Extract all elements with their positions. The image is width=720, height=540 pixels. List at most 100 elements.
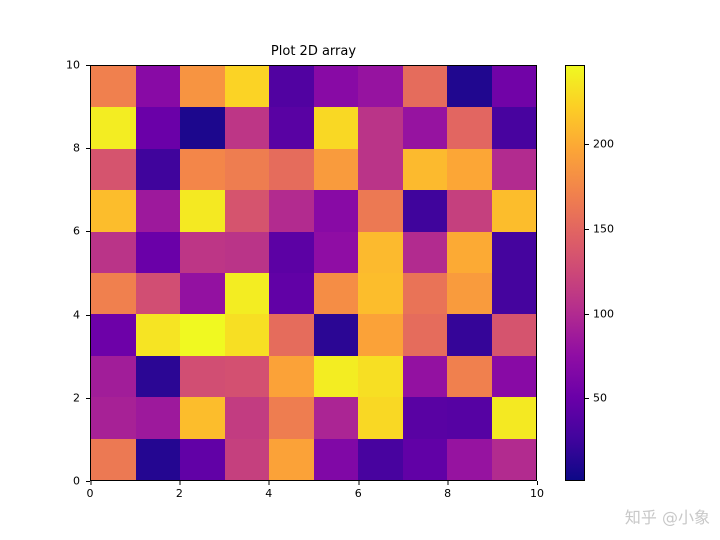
heatmap-cell [135, 314, 180, 356]
colorbar-tick-label: 100 [593, 307, 614, 321]
heatmap-cell [269, 438, 314, 480]
heatmap-cell [180, 148, 225, 191]
heatmap-cell [402, 190, 447, 232]
heatmap-cell [358, 66, 403, 108]
heatmap-cell [402, 66, 447, 108]
colorbar-tick-mark [585, 398, 589, 400]
heatmap-cell [402, 148, 447, 191]
heatmap-cell [313, 314, 358, 356]
heatmap-cell [91, 314, 136, 356]
heatmap-cell [269, 66, 314, 108]
x-tick-label: 2 [175, 481, 183, 500]
heatmap-cell [358, 438, 403, 480]
heatmap-cell [402, 438, 447, 480]
heatmap-cell [269, 231, 314, 273]
heatmap-cell [91, 438, 136, 480]
watermark: 知乎 @小象 [624, 508, 710, 527]
heatmap-cell [402, 107, 447, 149]
heatmap-cell [491, 231, 536, 273]
heatmap-cell [180, 190, 225, 232]
heatmap-cell [358, 273, 403, 315]
heatmap-cell [447, 355, 492, 398]
heatmap-cell [402, 397, 447, 439]
x-tick-label: 4 [265, 481, 273, 500]
heatmap-cell [135, 190, 180, 232]
x-tick-label: 6 [354, 481, 362, 500]
heatmap-cell [269, 355, 314, 398]
colorbar-tick-mark [585, 313, 589, 315]
heatmap-cell [447, 314, 492, 356]
heatmap-cell [91, 190, 136, 232]
heatmap-cell [491, 438, 536, 480]
heatmap-cell [491, 66, 536, 108]
colorbar-tick-label: 150 [593, 222, 614, 236]
y-tick-mark [86, 314, 90, 316]
heatmap-cell [91, 107, 136, 149]
y-tick-label: 6 [73, 224, 80, 238]
heatmap-cell [447, 438, 492, 480]
heatmap-cell [91, 66, 136, 108]
x-tick-label: 10 [530, 481, 544, 500]
heatmap-cell [135, 438, 180, 480]
heatmap-cell [135, 107, 180, 149]
y-tick-label: 2 [73, 391, 80, 405]
heatmap-cell [447, 190, 492, 232]
heatmap-cell [91, 148, 136, 191]
heatmap-cell [91, 273, 136, 315]
y-tick-mark [86, 148, 90, 150]
heatmap-cell [491, 273, 536, 315]
heatmap-cell [224, 231, 269, 273]
y-tick-label: 4 [73, 308, 80, 322]
heatmap-cell [269, 273, 314, 315]
heatmap-cell [447, 107, 492, 149]
heatmap-cell [447, 148, 492, 191]
heatmap-cell [135, 148, 180, 191]
heatmap-cell [491, 397, 536, 439]
colorbar-tick-mark [585, 144, 589, 146]
heatmap-cell [313, 355, 358, 398]
heatmap-cell [180, 231, 225, 273]
heatmap-cell [402, 231, 447, 273]
heatmap-cell [180, 397, 225, 439]
heatmap-cell [269, 314, 314, 356]
heatmap-cell [224, 355, 269, 398]
heatmap-cell [447, 273, 492, 315]
heatmap-cell [180, 314, 225, 356]
heatmap-cell [313, 190, 358, 232]
heatmap-cell [491, 190, 536, 232]
heatmap-cell [313, 148, 358, 191]
y-tick-label: 8 [73, 141, 80, 155]
y-tick-mark [86, 397, 90, 399]
heatmap-cell [180, 66, 225, 108]
heatmap-cell [447, 66, 492, 108]
heatmap-cell [269, 107, 314, 149]
heatmap-cell [358, 397, 403, 439]
heatmap-plot-area [90, 65, 537, 481]
x-tick-label: 0 [86, 481, 94, 500]
heatmap-cell [91, 355, 136, 398]
colorbar-tick-mark [585, 229, 589, 231]
heatmap-cell [313, 273, 358, 315]
heatmap-cell [135, 355, 180, 398]
heatmap-cell [180, 107, 225, 149]
x-tick-label: 8 [444, 481, 452, 500]
heatmap-cell [313, 397, 358, 439]
heatmap-cell [135, 273, 180, 315]
heatmap-cell [491, 314, 536, 356]
heatmap-cell [224, 397, 269, 439]
heatmap-cell [402, 314, 447, 356]
heatmap-cell [313, 231, 358, 273]
heatmap-cell [313, 438, 358, 480]
heatmap-cell [269, 397, 314, 439]
heatmap-cell [180, 355, 225, 398]
heatmap-cell [358, 107, 403, 149]
heatmap-cell [224, 190, 269, 232]
heatmap-cell [447, 397, 492, 439]
heatmap-cell [358, 231, 403, 273]
colorbar-tick-label: 50 [593, 391, 607, 405]
heatmap-cell [135, 231, 180, 273]
heatmap-cell [224, 438, 269, 480]
heatmap-cell [402, 273, 447, 315]
heatmap-cell [358, 314, 403, 356]
heatmap-cell [358, 355, 403, 398]
